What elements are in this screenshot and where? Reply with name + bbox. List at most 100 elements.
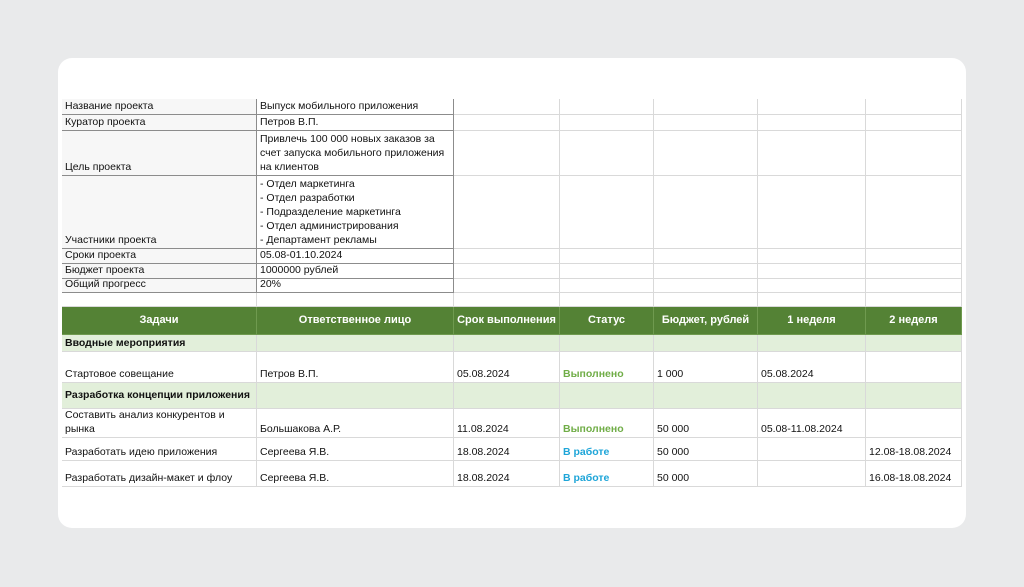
section-cell [758,383,866,409]
section-cell [257,383,454,409]
info-label: Общий прогресс [65,279,146,290]
section-title: Разработка концепции приложения [65,389,250,401]
info-value: Привлечь 100 000 новых заказов за счет з… [260,133,445,173]
task-cell: Разработать идею приложения [62,438,257,461]
status: Выполнено [563,423,624,435]
info-value-line: - Подразделение маркетинга [260,206,401,218]
section-cell [454,335,560,352]
info-value-cell: 1000000 рублей [257,264,454,279]
budget: 50 000 [657,423,690,435]
task-cell: Составить анализ конкурентов и рынка [62,409,257,438]
cell [560,99,654,115]
owner: Петров В.П. [260,368,319,380]
section-cell [866,335,962,352]
deadline: 05.08.2024 [457,368,510,380]
cell [454,249,560,264]
budget-cell: 50 000 [654,409,758,438]
info-label-cell: Сроки проекта [62,249,257,264]
week2-cell: 12.08-18.08.2024 [866,438,962,461]
owner-cell: Петров В.П. [257,352,454,383]
status-cell: Выполнено [560,352,654,383]
header-text: 2 неделя [889,314,938,326]
header-cell: Бюджет, рублей [654,307,758,335]
task: Стартовое совещание [65,368,174,380]
cell [758,264,866,279]
cell [758,176,866,249]
cell [257,293,454,307]
section-cell [454,383,560,409]
cell [758,131,866,176]
cell [654,176,758,249]
section-cell [654,335,758,352]
week1-cell: 05.08-11.08.2024 [758,409,866,438]
section-title: Вводные мероприятия [65,336,186,349]
deadline: 18.08.2024 [457,446,510,458]
week1-cell [758,461,866,487]
header-text: Задачи [139,314,179,326]
cell [654,115,758,131]
budget-cell: 50 000 [654,461,758,487]
cell [866,131,962,176]
cell [866,249,962,264]
info-label-cell: Общий прогресс [62,279,257,293]
cell [560,279,654,293]
budget: 50 000 [657,446,690,458]
info-label: Название проекта [65,100,154,112]
cell [454,131,560,176]
cell [560,249,654,264]
info-value-line: - Отдел разработки [260,192,355,204]
header-cell: 2 неделя [866,307,962,335]
deadline-cell: 18.08.2024 [454,461,560,487]
deadline-cell: 18.08.2024 [454,438,560,461]
week1-cell: 05.08.2024 [758,352,866,383]
info-label: Цель проекта [65,161,132,173]
cell [654,249,758,264]
info-label-cell: Куратор проекта [62,115,257,131]
info-value-cell: - Отдел маркетинга - Отдел разработки - По… [257,176,454,249]
owner: Сергеева Я.В. [260,446,330,458]
task-cell: Стартовое совещание [62,352,257,383]
cell [454,264,560,279]
section-cell [654,383,758,409]
week2: 16.08-18.08.2024 [869,472,952,484]
section-cell [866,383,962,409]
info-label-cell: Цель проекта [62,131,257,176]
section-cell: Вводные мероприятия [62,335,257,352]
budget: 1 000 [657,368,684,380]
deadline: 11.08.2024 [457,423,509,435]
owner: Большакова А.Р. [260,423,341,435]
section-cell: Разработка концепции приложения [62,383,257,409]
cell [654,293,758,307]
cell [454,293,560,307]
info-label: Сроки проекта [65,249,137,261]
cell [454,176,560,249]
status: В работе [563,446,610,458]
info-value: 20% [260,279,282,290]
info-value-line: - Департамент рекламы [260,234,377,246]
week1-cell [758,438,866,461]
info-value-cell: 20% [257,279,454,293]
header-text: Ответственное лицо [298,314,412,326]
status: Выполнено [563,368,624,380]
budget-cell: 1 000 [654,352,758,383]
header-text: Бюджет, рублей [661,314,750,326]
task: Разработать дизайн-макет и флоу [65,472,233,484]
owner-cell: Сергеева Я.В. [257,438,454,461]
info-label-cell: Название проекта [62,99,257,115]
info-value: 1000000 рублей [260,264,339,276]
cell [454,115,560,131]
info-value-cell: 05.08-01.10.2024 [257,249,454,264]
header-cell: Срок выполнения [454,307,560,335]
cell [758,99,866,115]
owner-cell: Сергеева Я.В. [257,461,454,487]
week2-cell: 16.08-18.08.2024 [866,461,962,487]
cell [560,264,654,279]
header-text: Срок выполнения [457,314,556,326]
info-value: Выпуск мобильного приложения [260,100,419,112]
cell [758,249,866,264]
cell [560,293,654,307]
cell [758,279,866,293]
cell [454,99,560,115]
status-cell: В работе [560,438,654,461]
header-text: Статус [587,314,626,326]
